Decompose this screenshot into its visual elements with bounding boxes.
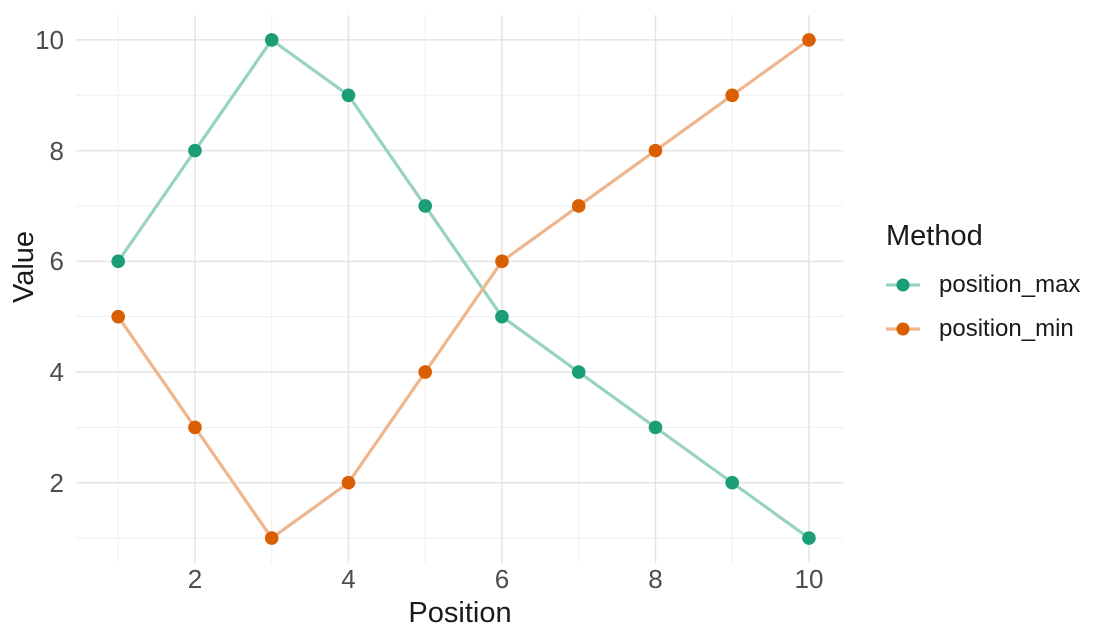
legend-items: position_max position_min [886, 271, 1104, 343]
x-tick-label: 6 [494, 564, 510, 594]
y-tick-label: 2 [49, 467, 64, 498]
y-tick-label: 4 [49, 357, 64, 388]
data-point-position_max [341, 88, 356, 103]
x-tick-label: 8 [648, 564, 663, 594]
data-point-position_max [802, 531, 816, 545]
series-line-position_max [116, 38, 811, 540]
data-point-position_max [111, 254, 126, 269]
series-line-position_min [116, 38, 811, 540]
legend: Method position_max position_min [886, 219, 1104, 359]
legend-key-icon [886, 322, 920, 336]
data-point-position_min [264, 531, 279, 545]
data-point-position_min [188, 420, 202, 435]
legend-label: position_min [939, 315, 1074, 342]
data-point-position_max [418, 199, 433, 213]
legend-key-icon [886, 278, 920, 292]
data-point-position_min [648, 143, 663, 158]
data-point-position_max [571, 365, 586, 379]
y-tick-label: 8 [49, 135, 64, 166]
x-tick-label: 2 [187, 564, 203, 594]
legend-item-position_max: position_max [886, 271, 1104, 299]
legend-item-position_min: position_min [886, 315, 1104, 343]
data-point-position_min [495, 254, 509, 269]
legend-label: position_max [939, 271, 1081, 298]
x-tick-label: 4 [341, 564, 356, 594]
legend-title: Method [886, 220, 983, 252]
data-point-position_max [264, 33, 279, 47]
data-point-position_max [495, 309, 509, 324]
data-point-position_min [341, 475, 356, 490]
y-tick-label: 10 [35, 24, 64, 55]
data-point-position_min [725, 88, 740, 103]
data-point-position_max [725, 475, 740, 490]
x-axis-title: Position [408, 597, 512, 629]
data-point-position_min [111, 309, 126, 324]
data-point-position_max [188, 143, 202, 158]
x-tick-label: 10 [794, 564, 824, 594]
y-tick-label: 6 [49, 246, 64, 277]
data-point-position_min [418, 365, 433, 379]
data-point-position_max [648, 420, 663, 435]
data-point-position_min [802, 33, 816, 47]
data-point-position_min [571, 199, 586, 213]
